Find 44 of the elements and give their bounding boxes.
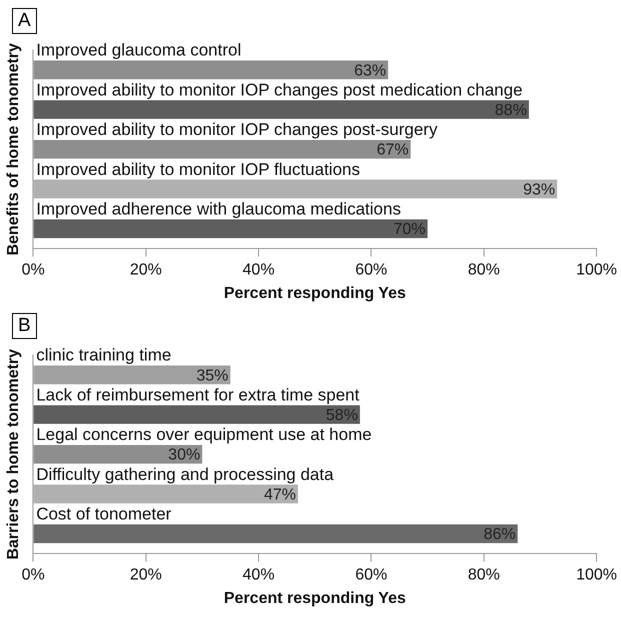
x-tick-label: 0% — [22, 566, 45, 584]
bar — [34, 180, 558, 198]
data-label: 30% — [168, 446, 200, 464]
bar — [34, 219, 428, 238]
x-axis-title: Percent responding Yes — [224, 284, 406, 302]
x-tick-label: 40% — [242, 566, 275, 584]
x-axis-title: Percent responding Yes — [224, 590, 406, 607]
y-tick-label: Legal concerns over equipment use at home — [36, 425, 372, 444]
data-label: 86% — [484, 526, 516, 544]
x-tick-label: 80% — [468, 566, 500, 584]
x-tick-label: 100% — [576, 262, 617, 279]
y-tick-label: Improved ability to monitor IOP fluctuations — [36, 160, 360, 179]
y-axis-title: Barriers to home tonometry — [5, 348, 22, 560]
data-label: 63% — [354, 62, 386, 80]
x-tick-label: 100% — [576, 566, 617, 584]
data-label: 47% — [264, 486, 296, 504]
y-tick-label: Improved glaucoma control — [36, 40, 242, 60]
y-tick-label: Improved adherence with glaucoma medications — [36, 200, 401, 219]
x-tick-label: 60% — [355, 262, 388, 279]
bar — [34, 100, 529, 119]
bar — [34, 405, 360, 424]
data-label: 35% — [196, 367, 228, 384]
y-tick-label: Improved ability to monitor IOP changes post medication change — [36, 80, 523, 100]
x-tick-label: 80% — [468, 262, 500, 279]
x-tick-label: 20% — [130, 262, 162, 279]
y-tick-label: Lack of reimbursement for extra time spent — [36, 385, 360, 404]
data-label: 58% — [326, 406, 358, 424]
x-tick-label: 60% — [355, 566, 388, 584]
data-label: 70% — [394, 221, 426, 238]
y-axis-title: Benefits of home tonometry — [5, 42, 22, 256]
x-tick-label: 20% — [130, 566, 162, 584]
bar — [34, 484, 298, 504]
chart-title: B — [12, 313, 37, 339]
data-label: 88% — [494, 102, 527, 119]
data-label: 93% — [523, 181, 556, 198]
y-tick-label: Difficulty gathering and processing data — [36, 464, 334, 484]
chart-title: A — [12, 8, 37, 34]
x-tick-label: 0% — [22, 262, 45, 279]
y-tick-label: Improved ability to monitor IOP changes post-surgery — [36, 120, 438, 140]
data-label: 67% — [376, 142, 409, 159]
x-tick-label: 40% — [242, 262, 275, 279]
y-tick-label: clinic training time — [36, 346, 172, 365]
bar — [34, 524, 518, 544]
y-tick-label: Cost of tonometer — [36, 504, 172, 524]
